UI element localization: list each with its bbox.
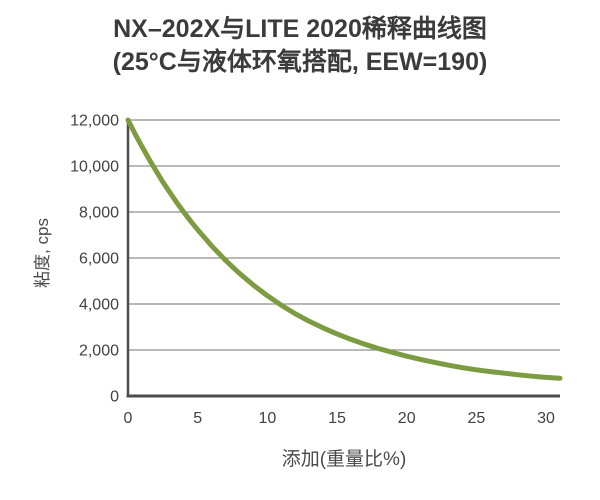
y-axis-title: 粘度, cps [33, 218, 52, 288]
y-tick-label: 2,000 [79, 343, 119, 360]
y-tick-label: 10,000 [70, 159, 119, 176]
chart-title-line1: NX–202X与LITE 2020稀释曲线图 [113, 15, 487, 43]
plot-svg: 0 2,000 4,000 6,000 8,000 10,000 12,000 0 5 10 15 2… [70, 113, 563, 427]
x-tick-label: 20 [398, 410, 416, 427]
x-tick-label: 10 [258, 410, 276, 427]
y-tick-label: 6,000 [79, 251, 119, 268]
dilution-curve [125, 117, 563, 381]
x-tick-label: 30 [537, 410, 555, 427]
chart-title: NX–202X与LITE 2020稀释曲线图 (25°C与液体环氧搭配, EEW… [0, 13, 600, 79]
x-tick-label: 25 [467, 410, 485, 427]
chart-area: 0 2,000 4,000 6,000 8,000 10,000 12,000 0 5 10 15 2… [0, 90, 600, 500]
x-tick-label: 5 [193, 410, 202, 427]
chart-title-line2: (25°C与液体环氧搭配, EEW=190) [112, 48, 488, 76]
x-tick-label: 15 [328, 410, 346, 427]
y-tick-label: 4,000 [79, 297, 119, 314]
y-tick-label: 0 [110, 389, 119, 406]
y-tick-label: 12,000 [70, 113, 119, 130]
x-axis-title: 添加(重量比%) [281, 449, 407, 470]
y-tick-label: 8,000 [79, 205, 119, 222]
x-tick-label: 0 [124, 410, 133, 427]
